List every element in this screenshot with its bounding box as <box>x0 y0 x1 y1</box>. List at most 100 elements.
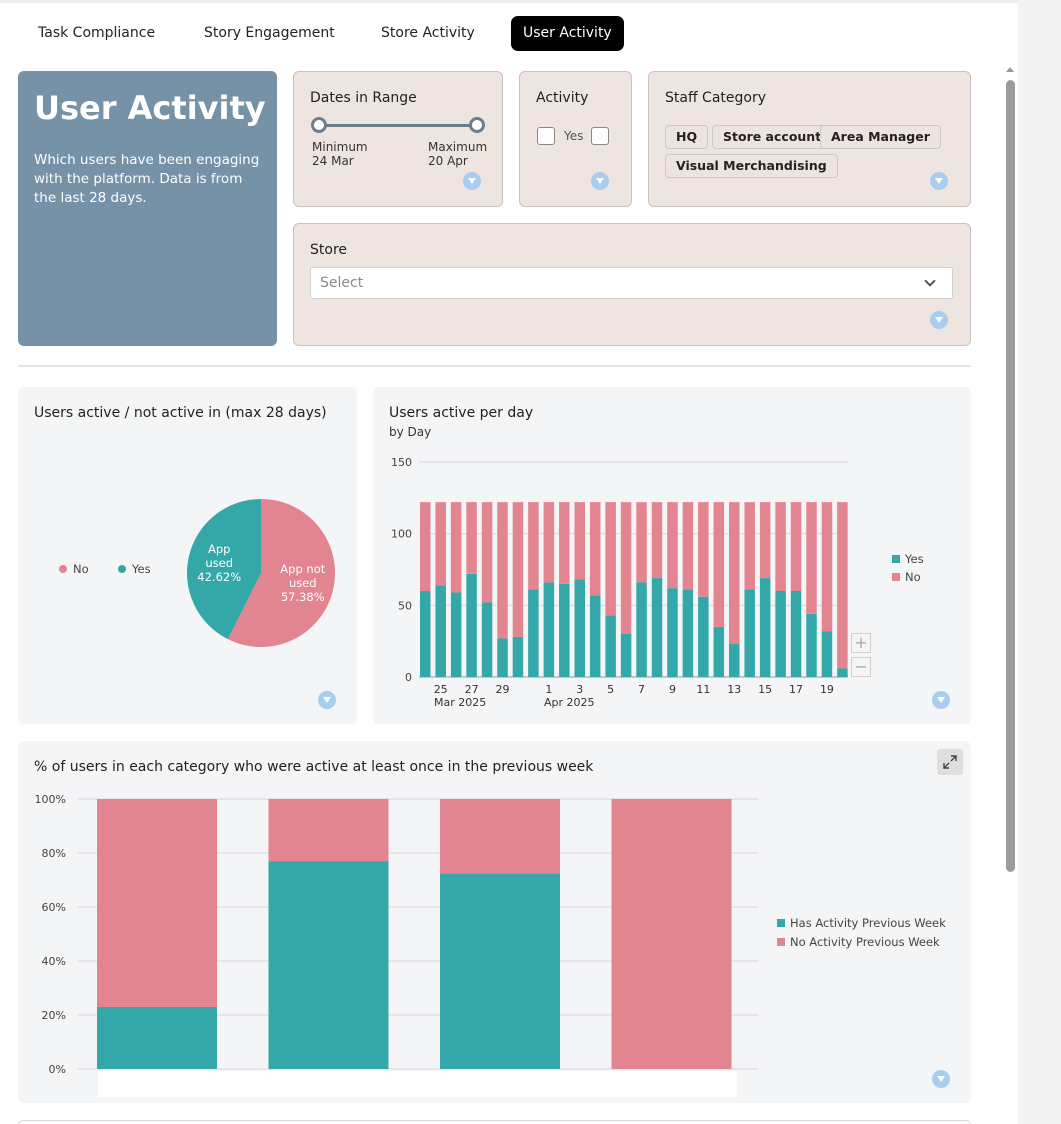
funnel-icon[interactable] <box>932 691 950 709</box>
bar-yes[interactable] <box>512 636 524 677</box>
bar-no[interactable] <box>837 502 848 669</box>
bar-yes[interactable] <box>837 668 848 677</box>
bar-no-activity[interactable] <box>97 799 217 1007</box>
bar-no[interactable] <box>543 502 555 583</box>
store-select[interactable]: Select <box>310 267 953 299</box>
bar-no[interactable] <box>497 502 508 639</box>
bar-no[interactable] <box>636 502 647 583</box>
pie-legend-no[interactable]: No <box>59 562 89 576</box>
scroll-up-arrow-icon[interactable] <box>1006 67 1014 72</box>
bar-yes[interactable] <box>620 634 632 677</box>
bar-yes[interactable] <box>790 591 802 677</box>
bar-yes[interactable] <box>528 589 539 677</box>
bar-no[interactable] <box>528 502 539 590</box>
bar-no[interactable] <box>589 502 601 596</box>
bar-no[interactable] <box>713 502 725 627</box>
bar-yes[interactable] <box>775 591 786 677</box>
funnel-icon[interactable] <box>932 1070 950 1088</box>
scrollbar-thumb[interactable] <box>1006 80 1015 872</box>
bar-yes[interactable] <box>450 592 462 677</box>
bar-yes[interactable] <box>466 573 477 677</box>
bar-yes[interactable] <box>759 578 771 677</box>
bar-yes[interactable] <box>605 615 616 677</box>
pie-chart: App not used 57.38% App used 42.62% <box>187 499 335 647</box>
pie-slice-no[interactable] <box>227 499 335 647</box>
bar-yes[interactable] <box>543 582 555 677</box>
bar-yes[interactable] <box>574 579 586 677</box>
zoom-in-button[interactable]: + <box>851 633 871 653</box>
category-legend-no-activity[interactable]: No Activity Previous Week <box>777 935 940 949</box>
bar-yes[interactable] <box>667 588 678 677</box>
bar-no[interactable] <box>744 502 755 590</box>
bar-no[interactable] <box>605 502 616 616</box>
bar-yes[interactable] <box>435 585 446 677</box>
bar-yes[interactable] <box>729 644 740 677</box>
chip-area-manager[interactable]: Area Manager <box>820 125 941 149</box>
tab-user-activity[interactable]: User Activity <box>511 16 624 51</box>
funnel-icon[interactable] <box>463 172 481 190</box>
date-range-min-handle[interactable] <box>311 117 327 133</box>
bar-yes[interactable] <box>589 595 601 677</box>
expand-button[interactable] <box>937 749 963 775</box>
bar-no[interactable] <box>651 502 663 579</box>
date-range-slider-track[interactable] <box>319 124 477 127</box>
bar-has-activity[interactable] <box>97 1006 217 1069</box>
bar-no[interactable] <box>466 502 477 574</box>
zoom-out-button[interactable]: − <box>851 657 871 677</box>
bar-no[interactable] <box>512 502 524 637</box>
bar-no[interactable] <box>435 502 446 586</box>
funnel-icon[interactable] <box>930 311 948 329</box>
bar-no[interactable] <box>420 502 431 591</box>
bar-has-activity[interactable] <box>268 861 389 1069</box>
tab-task-compliance[interactable]: Task Compliance <box>38 25 156 41</box>
bar-no[interactable] <box>620 502 632 634</box>
bar-no-activity[interactable] <box>440 799 560 874</box>
activity-yes-checkbox[interactable] <box>591 127 609 145</box>
bar-no[interactable] <box>682 502 694 590</box>
activity-checkbox-blank[interactable] <box>537 127 555 145</box>
tab-store-activity[interactable]: Store Activity <box>381 25 475 41</box>
bar-no[interactable] <box>759 502 771 579</box>
bar-no[interactable] <box>698 502 709 597</box>
bar-yes[interactable] <box>806 613 817 677</box>
bar-no-activity[interactable] <box>611 799 732 1069</box>
bar-no[interactable] <box>790 502 802 591</box>
daily-legend-yes[interactable]: Yes <box>892 552 924 566</box>
daily-legend-no[interactable]: No <box>892 570 921 584</box>
chip-store-account[interactable]: Store account <box>712 125 833 149</box>
bar-no[interactable] <box>481 502 493 603</box>
date-range-max-handle[interactable] <box>469 117 485 133</box>
bar-no[interactable] <box>574 502 586 580</box>
bar-yes[interactable] <box>698 596 709 677</box>
bar-no-activity[interactable] <box>268 799 389 862</box>
x-tick-label: 9 <box>669 683 676 696</box>
funnel-icon[interactable] <box>318 691 336 709</box>
pie-slice-yes[interactable] <box>187 499 261 640</box>
bar-no[interactable] <box>806 502 817 614</box>
funnel-icon[interactable] <box>930 172 948 190</box>
funnel-icon[interactable] <box>591 172 609 190</box>
bar-yes[interactable] <box>682 589 694 677</box>
bar-yes[interactable] <box>559 583 570 677</box>
bar-yes[interactable] <box>497 638 508 677</box>
bar-no[interactable] <box>729 502 740 645</box>
bar-yes[interactable] <box>651 578 663 677</box>
bar-yes[interactable] <box>481 602 493 677</box>
bar-no[interactable] <box>559 502 570 584</box>
bar-no[interactable] <box>821 502 833 632</box>
category-legend-has-activity[interactable]: Has Activity Previous Week <box>777 916 946 930</box>
tab-story-engagement[interactable]: Story Engagement <box>204 25 335 41</box>
chip-hq[interactable]: HQ <box>665 125 709 149</box>
pie-legend-yes[interactable]: Yes <box>118 562 151 576</box>
x-tick-label: 27 <box>465 683 479 696</box>
bar-no[interactable] <box>775 502 786 591</box>
chip-visual-merchandising[interactable]: Visual Merchandising <box>665 154 838 178</box>
bar-has-activity[interactable] <box>440 873 560 1069</box>
bar-no[interactable] <box>450 502 462 593</box>
bar-yes[interactable] <box>420 591 431 677</box>
bar-yes[interactable] <box>713 626 725 677</box>
bar-no[interactable] <box>667 502 678 589</box>
bar-yes[interactable] <box>821 631 833 677</box>
bar-yes[interactable] <box>636 582 647 677</box>
bar-yes[interactable] <box>744 589 755 677</box>
